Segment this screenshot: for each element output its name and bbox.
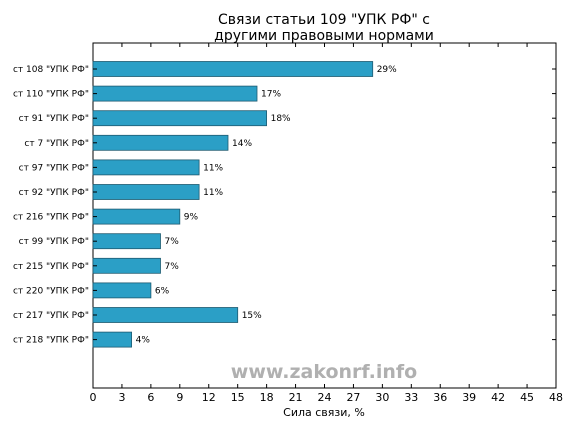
x-tick-label: 9 bbox=[176, 391, 183, 404]
x-tick-label: 45 bbox=[520, 391, 534, 404]
data-label: 11% bbox=[203, 163, 223, 173]
data-label: 18% bbox=[271, 114, 291, 124]
x-tick-label: 0 bbox=[90, 391, 97, 404]
bar bbox=[92, 233, 161, 250]
x-tick-label: 24 bbox=[318, 391, 332, 404]
bar bbox=[92, 110, 268, 127]
x-tick-label: 6 bbox=[147, 391, 154, 404]
bar bbox=[92, 159, 200, 176]
bar bbox=[92, 85, 258, 102]
x-tick-label: 33 bbox=[404, 391, 418, 404]
data-label: 17% bbox=[261, 90, 281, 100]
x-tick-label: 27 bbox=[346, 391, 360, 404]
x-tick-label: 3 bbox=[118, 391, 125, 404]
bars-group bbox=[92, 61, 374, 348]
data-label: 7% bbox=[165, 262, 180, 272]
bar bbox=[92, 307, 239, 323]
y-tick-label: ст 110 "УПК РФ" bbox=[13, 90, 89, 100]
y-tick-label: ст 217 "УПК РФ" bbox=[13, 311, 89, 321]
x-tick-label: 42 bbox=[491, 391, 505, 404]
data-label: 29% bbox=[377, 65, 397, 75]
chart-title-line-2: другими правовыми нормами bbox=[214, 28, 434, 44]
watermark: www.zakonrf.info bbox=[231, 361, 417, 383]
x-tick-label: 30 bbox=[375, 391, 389, 404]
x-tick-label: 12 bbox=[202, 391, 216, 404]
data-label: 14% bbox=[232, 139, 252, 149]
data-label: 6% bbox=[155, 286, 170, 296]
bar bbox=[92, 134, 229, 151]
x-tick-label: 39 bbox=[462, 391, 476, 404]
bar bbox=[92, 61, 374, 77]
bar bbox=[92, 282, 152, 299]
y-tick-label: ст 216 "УПК РФ" bbox=[13, 213, 89, 223]
bar bbox=[92, 184, 200, 200]
x-axis-label: Сила связи, % bbox=[283, 406, 365, 419]
y-tick-label: ст 220 "УПК РФ" bbox=[13, 286, 89, 296]
data-labels-group: 29% 17% 18% 14% 11% 11% 9% 7% 7% 6% 15% 4% bbox=[136, 65, 398, 346]
y-tick-label: ст 92 "УПК РФ" bbox=[19, 188, 89, 198]
bar bbox=[92, 331, 132, 348]
chart-title-line-1: Связи статьи 109 "УПК РФ" с bbox=[218, 12, 430, 28]
bar bbox=[92, 208, 181, 225]
y-tick-label: ст 99 "УПК РФ" bbox=[19, 237, 89, 247]
x-tick-label: 48 bbox=[549, 391, 563, 404]
y-tick-label: ст 7 "УПК РФ" bbox=[24, 139, 89, 149]
x-tick-label: 36 bbox=[433, 391, 447, 404]
data-label: 11% bbox=[203, 188, 223, 198]
bar bbox=[92, 257, 161, 274]
data-label: 9% bbox=[184, 213, 199, 223]
x-tick-label: 18 bbox=[260, 391, 274, 404]
x-tick-label: 15 bbox=[231, 391, 245, 404]
x-ticks-group: 0 3 6 9 12 15 18 21 24 27 30 33 36 39 42 45 48 bbox=[90, 43, 563, 404]
y-tick-label: ст 218 "УПК РФ" bbox=[13, 336, 89, 346]
y-tick-label: ст 215 "УПК РФ" bbox=[13, 262, 89, 272]
x-tick-label: 21 bbox=[289, 391, 303, 404]
data-label: 7% bbox=[165, 237, 180, 247]
y-tick-label: ст 97 "УПК РФ" bbox=[19, 163, 89, 173]
y-tick-label: ст 91 "УПК РФ" bbox=[19, 114, 89, 124]
data-label: 4% bbox=[136, 336, 151, 346]
y-labels-group: ст 108 "УПК РФ" ст 110 "УПК РФ" ст 91 "УПК… bbox=[13, 65, 556, 346]
y-tick-label: ст 108 "УПК РФ" bbox=[13, 65, 89, 75]
data-label: 15% bbox=[242, 311, 262, 321]
